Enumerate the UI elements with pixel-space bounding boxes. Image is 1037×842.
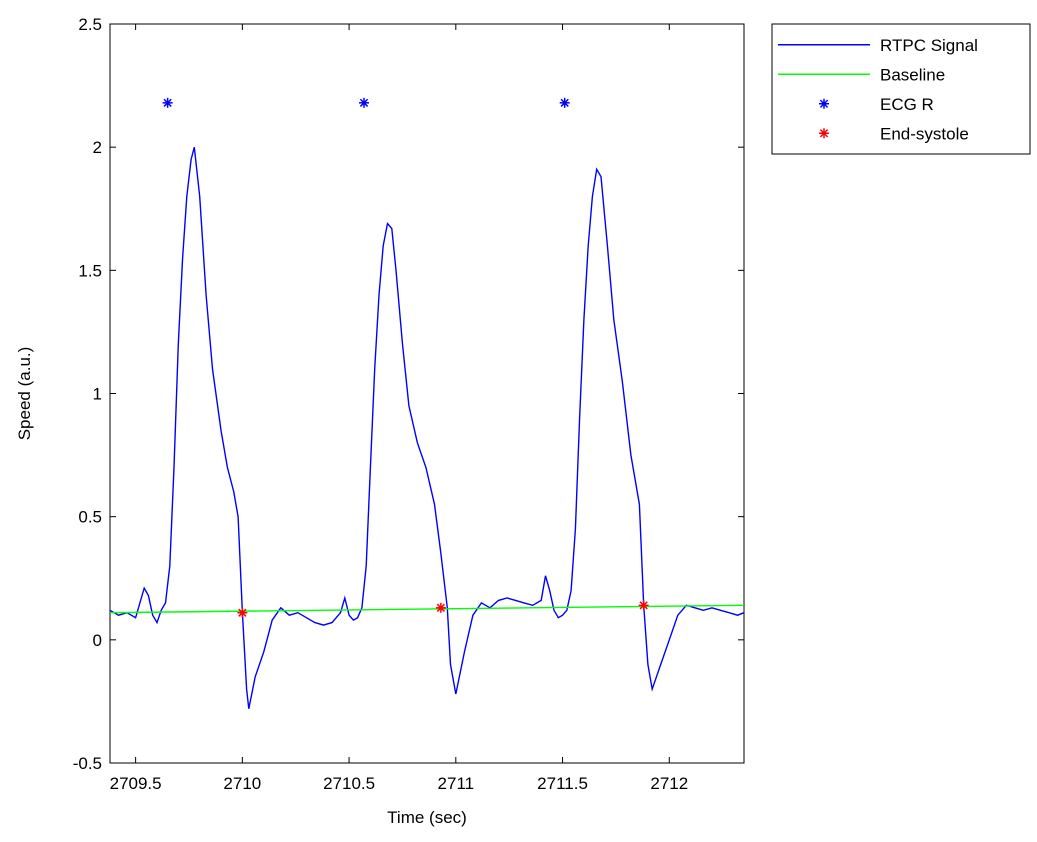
end-systole-marker bbox=[435, 602, 446, 613]
legend-label: ECG R bbox=[880, 95, 934, 114]
axes-box bbox=[109, 23, 745, 764]
legend-swatch bbox=[819, 128, 829, 139]
legend-item-ecg-r: ECG R bbox=[819, 95, 934, 114]
y-tick-label: 2.5 bbox=[78, 15, 102, 34]
y-tick-label: 1.5 bbox=[78, 261, 102, 280]
y-tick-label: 2 bbox=[93, 138, 102, 157]
x-tick-label: 2712 bbox=[650, 774, 688, 793]
legend-item-rtpc-signal: RTPC Signal bbox=[778, 36, 978, 55]
x-tick-label: 2710 bbox=[223, 774, 261, 793]
series-baseline-line bbox=[110, 604, 744, 614]
x-tick-label: 2709.5 bbox=[110, 774, 162, 793]
legend-label: End-systole bbox=[880, 124, 969, 143]
ecg-r-marker bbox=[359, 97, 370, 108]
y-tick-label: 1 bbox=[93, 385, 102, 404]
end-systole-marker bbox=[638, 600, 649, 611]
legend-box bbox=[771, 23, 1031, 155]
x-tick-label: 2711.5 bbox=[537, 774, 588, 793]
end-systole-marker bbox=[237, 607, 248, 618]
y-tick-label: 0.5 bbox=[78, 508, 102, 527]
ecg-r-marker bbox=[559, 97, 570, 108]
legend: RTPC Signal Baseline ECG R End-systole bbox=[771, 23, 1031, 155]
legend-item-baseline: Baseline bbox=[778, 65, 945, 84]
series-ecg-r bbox=[162, 97, 570, 108]
y-tick-label: -0.5 bbox=[73, 754, 102, 773]
series-end-systole bbox=[237, 600, 649, 618]
plot-area: -0.5 0 0.5 1 1.5 2 2.5 2709.5 2710 2710.5 2711 2711… bbox=[15, 15, 745, 827]
x-axis-label: Time (sec) bbox=[387, 808, 467, 827]
y-axis-label: Speed (a.u.) bbox=[15, 347, 34, 441]
legend-swatch bbox=[819, 98, 829, 109]
legend-item-end-systole: End-systole bbox=[819, 124, 969, 143]
series-rtpc-signal-line bbox=[110, 147, 744, 709]
ecg-r-marker bbox=[162, 97, 173, 108]
series-group bbox=[110, 97, 744, 709]
legend-label: RTPC Signal bbox=[880, 36, 978, 55]
x-tick-label: 2710.5 bbox=[323, 774, 375, 793]
y-tick-label: 0 bbox=[93, 631, 102, 650]
x-tick-label: 2711 bbox=[438, 774, 475, 793]
legend-label: Baseline bbox=[880, 65, 945, 84]
